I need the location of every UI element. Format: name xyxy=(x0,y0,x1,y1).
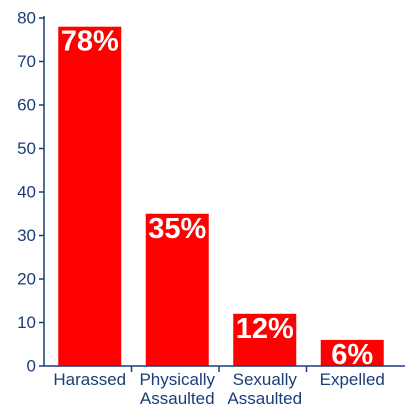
x-tick-label-1: Physically Assaulted xyxy=(139,370,215,408)
x-tick-label-3: Expelled xyxy=(320,370,385,389)
y-tick-label-60: 60 xyxy=(17,96,36,115)
bar-1 xyxy=(145,213,209,366)
bar-3 xyxy=(320,339,384,366)
y-tick-label-40: 40 xyxy=(17,183,36,202)
data-label-1: 35% xyxy=(148,213,206,245)
y-axis-ticks: 0 10 20 30 40 50 60 70 80 xyxy=(17,9,44,376)
bar-2 xyxy=(233,313,297,366)
y-tick-label-0: 0 xyxy=(27,357,36,376)
y-tick-label-70: 70 xyxy=(17,52,36,71)
bars: 78%35%12%6% xyxy=(58,26,384,371)
x-axis-ticks: Harassed Physically Assaulted Sexually Assau… xyxy=(53,366,385,408)
y-tick-label-10: 10 xyxy=(17,313,36,332)
bar-0 xyxy=(58,26,122,366)
x-tick-label-0: Harassed xyxy=(53,370,126,389)
y-tick-label-80: 80 xyxy=(17,9,36,28)
y-tick-label-30: 30 xyxy=(17,226,36,245)
y-tick-label-20: 20 xyxy=(17,270,36,289)
data-label-2: 12% xyxy=(236,313,294,345)
y-tick-label-50: 50 xyxy=(17,139,36,158)
data-label-0: 78% xyxy=(61,26,119,58)
x-tick-label-2: Sexually Assaulted xyxy=(227,370,302,408)
